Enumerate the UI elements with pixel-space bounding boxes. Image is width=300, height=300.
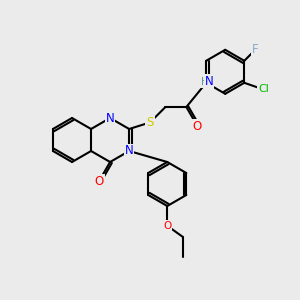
- Text: Cl: Cl: [258, 84, 269, 94]
- Text: S: S: [146, 116, 154, 129]
- Text: O: O: [94, 175, 104, 188]
- Text: O: O: [193, 120, 202, 133]
- Text: N: N: [125, 145, 134, 158]
- Text: H: H: [201, 77, 209, 87]
- Text: O: O: [163, 221, 171, 231]
- Text: F: F: [252, 43, 259, 56]
- Text: N: N: [106, 112, 115, 124]
- Text: N: N: [205, 75, 214, 88]
